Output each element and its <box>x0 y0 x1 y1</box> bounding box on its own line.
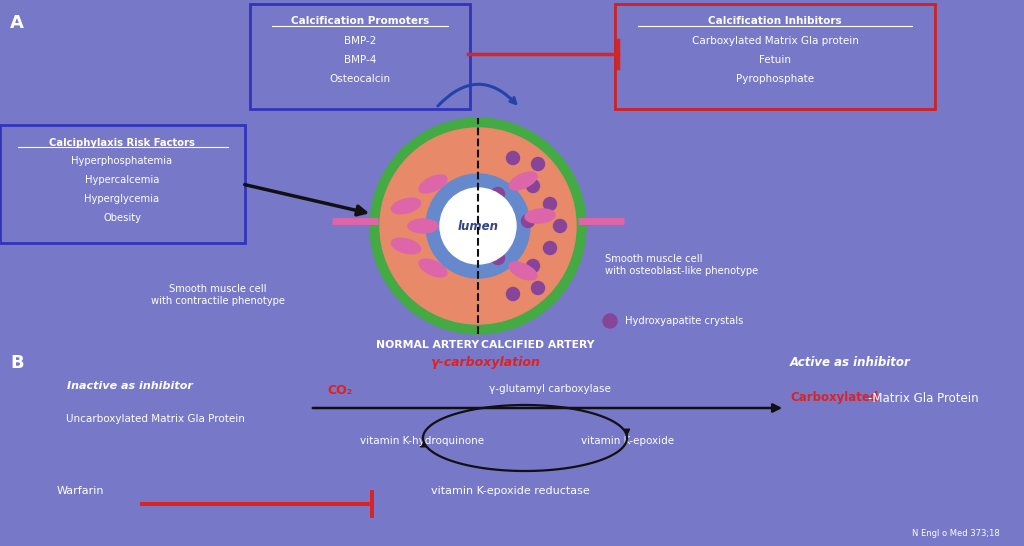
Text: Smooth muscle cell
with contractile phenotype: Smooth muscle cell with contractile phen… <box>151 284 285 306</box>
Text: Fetuin: Fetuin <box>759 55 791 65</box>
FancyBboxPatch shape <box>615 4 935 109</box>
Ellipse shape <box>419 259 446 277</box>
Text: γ-glutamyl carboxylase: γ-glutamyl carboxylase <box>489 384 611 394</box>
Ellipse shape <box>419 175 446 193</box>
Circle shape <box>380 128 575 324</box>
Circle shape <box>544 241 556 254</box>
Text: Calcification Inhibitors: Calcification Inhibitors <box>709 16 842 26</box>
Text: A: A <box>10 14 24 32</box>
Circle shape <box>603 314 617 328</box>
Text: -Matrix Gla Protein: -Matrix Gla Protein <box>868 391 979 405</box>
Text: vitamin K-epoxide: vitamin K-epoxide <box>582 436 675 446</box>
Text: Hyperphosphatemia: Hyperphosphatemia <box>72 156 173 166</box>
Circle shape <box>521 215 535 228</box>
Circle shape <box>531 157 545 170</box>
Text: Inactive as inhibitor: Inactive as inhibitor <box>67 381 193 391</box>
Text: Active as inhibitor: Active as inhibitor <box>790 356 910 369</box>
Text: CO₂: CO₂ <box>328 384 352 397</box>
Text: BMP-4: BMP-4 <box>344 55 376 65</box>
Circle shape <box>370 118 586 334</box>
Text: CALCIFIED ARTERY: CALCIFIED ARTERY <box>481 340 595 350</box>
Circle shape <box>554 219 566 233</box>
Text: Pyrophosphate: Pyrophosphate <box>736 74 814 84</box>
Text: Smooth muscle cell
with osteoblast-like phenotype: Smooth muscle cell with osteoblast-like … <box>605 254 758 276</box>
Text: Calciphylaxis Risk Factors: Calciphylaxis Risk Factors <box>49 138 195 148</box>
Text: Warfarin: Warfarin <box>56 486 103 496</box>
Circle shape <box>526 259 540 272</box>
Text: γ-carboxylation: γ-carboxylation <box>430 356 540 369</box>
Text: vitamin K-epoxide reductase: vitamin K-epoxide reductase <box>431 486 590 496</box>
Circle shape <box>531 282 545 294</box>
Text: Carboxylated: Carboxylated <box>790 391 879 405</box>
FancyBboxPatch shape <box>0 125 245 243</box>
Circle shape <box>544 198 556 211</box>
Ellipse shape <box>391 238 421 254</box>
Text: Calcification Promoters: Calcification Promoters <box>291 16 429 26</box>
Text: Obesity: Obesity <box>103 213 141 223</box>
Ellipse shape <box>509 262 537 280</box>
Circle shape <box>507 151 519 164</box>
Text: Hypercalcemia: Hypercalcemia <box>85 175 159 185</box>
Text: B: B <box>10 354 24 372</box>
FancyBboxPatch shape <box>250 4 470 109</box>
Text: Hyperglycemia: Hyperglycemia <box>84 194 160 204</box>
Circle shape <box>526 180 540 193</box>
Text: vitamin K-hydroquinone: vitamin K-hydroquinone <box>360 436 484 446</box>
Ellipse shape <box>509 172 537 190</box>
Ellipse shape <box>391 198 421 214</box>
Circle shape <box>507 288 519 300</box>
Text: lumen: lumen <box>458 219 499 233</box>
Text: BMP-2: BMP-2 <box>344 36 376 46</box>
Text: Hydroxyapatite crystals: Hydroxyapatite crystals <box>625 316 743 326</box>
Circle shape <box>492 252 505 264</box>
Circle shape <box>426 174 530 278</box>
Text: N Engl o Med 373;18: N Engl o Med 373;18 <box>912 529 1000 538</box>
Text: NORMAL ARTERY: NORMAL ARTERY <box>377 340 479 350</box>
Circle shape <box>492 187 505 200</box>
Text: Uncarboxylated Matrix Gla Protein: Uncarboxylated Matrix Gla Protein <box>66 414 245 424</box>
Circle shape <box>440 188 516 264</box>
Ellipse shape <box>525 209 555 223</box>
Text: Carboxylated Matrix Gla protein: Carboxylated Matrix Gla protein <box>691 36 858 46</box>
Ellipse shape <box>408 219 438 233</box>
Text: Osteocalcin: Osteocalcin <box>330 74 390 84</box>
